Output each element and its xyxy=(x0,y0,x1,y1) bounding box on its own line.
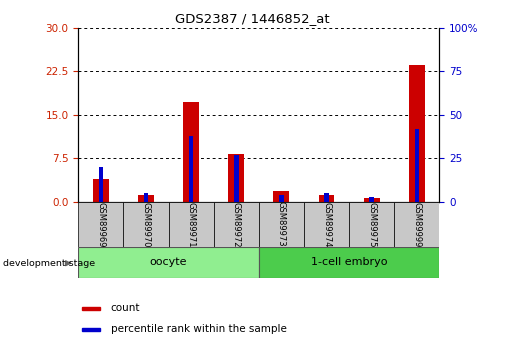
Bar xyxy=(123,202,169,247)
Bar xyxy=(234,155,238,202)
Text: oocyte: oocyte xyxy=(150,257,187,267)
Bar xyxy=(259,202,304,247)
Text: GSM89972: GSM89972 xyxy=(232,201,241,247)
Text: development stage: development stage xyxy=(3,259,94,268)
Bar xyxy=(189,136,193,202)
Bar xyxy=(78,247,259,278)
Bar xyxy=(279,195,284,202)
Bar xyxy=(304,202,349,247)
Text: percentile rank within the sample: percentile rank within the sample xyxy=(111,324,287,334)
Text: GSM89974: GSM89974 xyxy=(322,201,331,247)
Bar xyxy=(138,195,154,202)
Text: GDS2387 / 1446852_at: GDS2387 / 1446852_at xyxy=(175,12,330,25)
Bar xyxy=(144,193,148,202)
Bar xyxy=(274,191,289,202)
Bar xyxy=(98,167,103,202)
Bar xyxy=(394,202,439,247)
Bar xyxy=(214,202,259,247)
Bar xyxy=(78,202,123,247)
Bar xyxy=(324,193,329,202)
Bar xyxy=(369,197,374,202)
Bar xyxy=(169,202,214,247)
Text: GSM89971: GSM89971 xyxy=(187,201,195,247)
Text: GSM89970: GSM89970 xyxy=(141,201,150,247)
Bar xyxy=(415,129,419,202)
Bar xyxy=(259,247,439,278)
Bar xyxy=(319,195,334,202)
Text: 1-cell embryo: 1-cell embryo xyxy=(311,257,387,267)
Text: GSM89975: GSM89975 xyxy=(367,201,376,247)
Bar xyxy=(93,179,109,202)
Text: count: count xyxy=(111,303,140,313)
Bar xyxy=(82,328,100,331)
Text: GSM89999: GSM89999 xyxy=(412,201,421,247)
Text: GSM89973: GSM89973 xyxy=(277,201,286,247)
Bar xyxy=(364,198,380,202)
Bar xyxy=(349,202,394,247)
Text: GSM89969: GSM89969 xyxy=(96,201,106,247)
Bar xyxy=(228,154,244,202)
Bar xyxy=(82,307,100,310)
Bar xyxy=(183,102,199,202)
Bar xyxy=(409,65,425,202)
